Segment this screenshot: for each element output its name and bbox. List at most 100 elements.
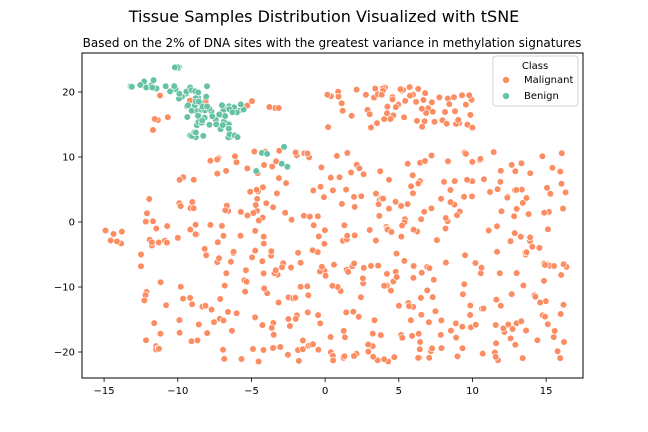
malignant-point	[252, 201, 260, 209]
malignant-point	[253, 195, 261, 203]
malignant-point	[461, 251, 469, 259]
malignant-point	[347, 168, 355, 177]
malignant-point	[519, 354, 527, 362]
malignant-point	[309, 246, 317, 254]
malignant-point	[150, 319, 158, 327]
malignant-point	[315, 232, 323, 240]
malignant-point	[398, 334, 406, 342]
malignant-point	[320, 240, 329, 248]
malignant-point	[163, 222, 171, 230]
malignant-point	[270, 331, 278, 339]
malignant-point	[526, 233, 534, 241]
malignant-point	[156, 330, 165, 338]
legend-label-malignant: Malignant	[524, 75, 573, 86]
malignant-point	[468, 158, 476, 166]
malignant-point	[369, 330, 377, 338]
malignant-point	[222, 269, 230, 277]
malignant-point	[396, 85, 405, 93]
malignant-point	[380, 282, 388, 290]
malignant-point	[203, 329, 211, 337]
malignant-point	[249, 209, 257, 217]
malignant-point	[415, 330, 423, 338]
benign-point	[188, 107, 196, 115]
benign-point	[278, 160, 286, 168]
malignant-point	[462, 100, 470, 109]
malignant-point	[503, 194, 511, 202]
benign-point	[195, 98, 203, 106]
malignant-point	[388, 95, 397, 103]
malignant-point	[557, 180, 566, 188]
malignant-point	[477, 264, 486, 272]
malignant-point	[374, 262, 382, 270]
malignant-point	[231, 152, 239, 160]
malignant-point	[504, 320, 512, 329]
malignant-point	[447, 327, 455, 335]
malignant-point	[278, 263, 286, 271]
malignant-point	[355, 313, 363, 321]
malignant-point	[444, 157, 452, 165]
malignant-point	[350, 193, 358, 201]
legend-marker-benign	[502, 92, 510, 100]
malignant-point	[316, 319, 324, 328]
benign-point	[148, 83, 156, 92]
malignant-point	[137, 262, 145, 270]
benign-point	[263, 150, 271, 158]
malignant-point	[335, 173, 344, 181]
malignant-point	[329, 186, 337, 194]
malignant-point	[288, 216, 296, 224]
malignant-point	[343, 149, 351, 157]
benign-point	[183, 113, 191, 121]
malignant-point	[297, 283, 305, 291]
malignant-point	[299, 345, 307, 353]
malignant-point	[550, 262, 558, 270]
malignant-point	[341, 333, 349, 341]
malignant-point	[258, 257, 266, 265]
malignant-point	[255, 216, 263, 225]
malignant-point	[405, 302, 413, 310]
malignant-point	[214, 238, 222, 246]
malignant-point	[292, 315, 300, 323]
malignant-point	[206, 157, 214, 165]
malignant-point	[155, 345, 163, 353]
malignant-point	[294, 249, 302, 257]
malignant-point	[557, 310, 565, 318]
malignant-point	[221, 282, 229, 290]
malignant-point	[458, 344, 467, 352]
malignant-point	[540, 277, 548, 285]
malignant-point	[251, 313, 259, 322]
malignant-point	[480, 175, 488, 183]
malignant-point	[371, 84, 379, 93]
malignant-point	[156, 91, 164, 100]
malignant-point	[422, 109, 430, 117]
malignant-point	[176, 176, 184, 184]
malignant-point	[383, 102, 392, 111]
malignant-point	[351, 203, 359, 211]
malignant-point	[192, 230, 200, 238]
malignant-point	[409, 274, 418, 282]
malignant-point	[249, 345, 257, 353]
x-tick-label: −10	[167, 386, 188, 397]
malignant-point	[192, 221, 200, 229]
malignant-point	[407, 182, 415, 190]
malignant-point	[386, 115, 395, 123]
malignant-point	[437, 316, 445, 325]
benign-point	[219, 121, 227, 129]
malignant-point	[227, 258, 235, 266]
malignant-point	[242, 266, 250, 274]
x-tick-label: −5	[244, 386, 259, 397]
malignant-point	[416, 345, 424, 353]
malignant-point	[372, 236, 380, 245]
malignant-point	[377, 331, 385, 339]
y-tick-label: 0	[69, 218, 75, 229]
malignant-point	[393, 273, 401, 281]
malignant-point	[349, 308, 357, 316]
benign-point	[237, 100, 245, 108]
malignant-point	[468, 123, 477, 132]
malignant-point	[413, 117, 421, 125]
malignant-point	[206, 221, 214, 229]
malignant-point	[359, 274, 367, 283]
malignant-point	[397, 202, 405, 210]
malignant-point	[291, 294, 300, 302]
malignant-point	[511, 167, 519, 175]
